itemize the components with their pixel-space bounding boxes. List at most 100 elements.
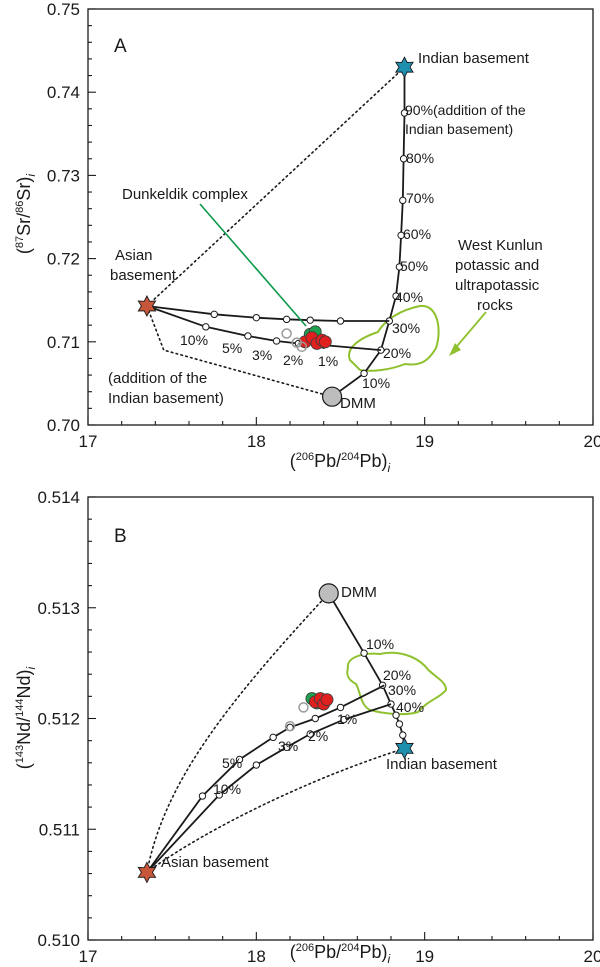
mixing-step-marker bbox=[272, 337, 281, 345]
mixing-step-marker bbox=[244, 332, 252, 340]
y-tick-label: 0.75 bbox=[47, 0, 80, 19]
panel-a-ticks bbox=[87, 8, 594, 426]
mixing-step-marker bbox=[306, 730, 314, 738]
y-tick-label: 0.511 bbox=[39, 820, 80, 839]
y-tick-label: 0.71 bbox=[47, 333, 80, 352]
x-tick-label: 20 bbox=[584, 947, 600, 966]
svg-text:(87Sr/86Sr)i: (87Sr/86Sr)i bbox=[14, 174, 38, 255]
panel-b-ticks bbox=[87, 496, 594, 941]
panel-b-label-5pct: 5% bbox=[222, 755, 242, 771]
panel-a-label-10pct-asian: 10% bbox=[180, 332, 208, 348]
panel-a-label-20pct: 20% bbox=[383, 345, 411, 361]
panel-a-label-70pct: 70% bbox=[406, 190, 434, 206]
panel-a-west-kunlun-line4: rocks bbox=[477, 297, 513, 314]
panel-a-label-indian-basement-note: Indian basement) bbox=[405, 121, 513, 137]
panel-a-west-kunlun-line3: ultrapotassic bbox=[455, 277, 540, 294]
y-tick-label: 0.513 bbox=[37, 599, 80, 618]
x-tick-label: 19 bbox=[415, 947, 434, 966]
panel-a-asian-note-line2: Indian basement) bbox=[108, 390, 224, 407]
panel-a-asian-note-line1: (addition of the bbox=[108, 370, 207, 387]
panel-a-indian-basement-label: Indian basement bbox=[418, 50, 530, 67]
panel-a-asian-label-line1: Asian bbox=[115, 247, 153, 264]
y-tick-label: 0.514 bbox=[37, 488, 80, 507]
mixing-step-marker bbox=[336, 703, 345, 712]
red-sample-point bbox=[318, 335, 332, 349]
panel-b-label-30pct: 30% bbox=[388, 682, 416, 698]
x-tick-label: 17 bbox=[79, 947, 98, 966]
panel-b-x-axis-title: (206Pb/204Pb)i bbox=[290, 942, 391, 966]
panel-b-label-20pct: 20% bbox=[383, 667, 411, 683]
indian-basement-star bbox=[394, 737, 414, 760]
panel-a-label-80pct: 80% bbox=[406, 150, 434, 166]
west-kunlun-arrow bbox=[451, 311, 487, 353]
y-tick-label: 0.510 bbox=[37, 931, 80, 950]
panel-a-label-50pct: 50% bbox=[400, 258, 428, 274]
panel-a-x-axis-title: (206Pb/204Pb)i bbox=[290, 451, 391, 475]
panel-b-label-2pct: 2% bbox=[308, 728, 328, 744]
panel-b-asian-basement-label: Asian basement bbox=[161, 854, 269, 871]
mixing-step-marker bbox=[397, 231, 405, 240]
panel-a-label-60pct: 60% bbox=[403, 226, 431, 242]
dmm-circle bbox=[321, 386, 343, 407]
panel-a-plot-frame bbox=[87, 8, 594, 426]
panel-a-label-3pct: 3% bbox=[252, 347, 272, 363]
dotted-envelope-line bbox=[146, 305, 333, 398]
panel-a-asian-label-line2: basement bbox=[110, 267, 177, 284]
open-sample-point bbox=[281, 328, 292, 339]
dotted-envelope-line bbox=[146, 66, 406, 307]
panel-a-label-90pct: 90%(addition of the bbox=[405, 102, 526, 118]
panel-a-west-kunlun-line2: potassic and bbox=[455, 257, 539, 274]
asian-basement-star bbox=[137, 295, 157, 317]
mixing-step-marker bbox=[360, 369, 368, 378]
mixing-curve bbox=[146, 684, 385, 873]
panel-a-isotope-plot: 17 18 19 20 0.70 0.71 0.72 0.73 0.74 0.75 A (87Sr… bbox=[14, 0, 600, 475]
panel-b-isotope-plot: 17 18 19 20 0.510 0.511 0.512 0.513 0.514 B (143… bbox=[14, 488, 600, 966]
panel-b-marks bbox=[137, 583, 448, 884]
mixing-step-marker bbox=[235, 755, 244, 764]
west-kunlun-arrowhead bbox=[449, 343, 461, 356]
mixing-step-marker bbox=[198, 792, 207, 800]
panel-a-letter: A bbox=[114, 36, 127, 57]
panel-a-marks bbox=[137, 56, 487, 407]
panel-a-label-5pct: 5% bbox=[222, 340, 242, 356]
y-tick-label: 0.512 bbox=[37, 710, 80, 729]
x-tick-label: 20 bbox=[584, 432, 600, 451]
dotted-envelope-line bbox=[146, 747, 406, 874]
panel-a-label-10pct-indian: 10% bbox=[362, 375, 390, 391]
panel-a-dmm-label: DMM bbox=[340, 395, 376, 412]
asian-basement-star bbox=[137, 861, 157, 884]
panel-a-tick-labels: 17 18 19 20 0.70 0.71 0.72 0.73 0.74 0.75 bbox=[47, 0, 600, 451]
mixing-step-marker bbox=[399, 731, 407, 739]
y-tick-label: 0.74 bbox=[47, 83, 80, 102]
panel-b-label-10pct-indian: 10% bbox=[366, 636, 394, 652]
mixing-step-marker bbox=[392, 292, 400, 300]
mixing-step-marker bbox=[392, 711, 400, 719]
panel-b-indian-basement-label: Indian basement bbox=[386, 756, 498, 773]
y-tick-label: 0.70 bbox=[47, 416, 80, 435]
west-kunlun-field-outline bbox=[348, 304, 440, 372]
panel-b-letter: B bbox=[114, 526, 127, 547]
mixing-step-marker bbox=[306, 316, 314, 324]
dmm-circle bbox=[318, 583, 339, 604]
y-tick-label: 0.73 bbox=[47, 166, 80, 185]
west-kunlun-field-outline bbox=[346, 651, 448, 716]
panel-a-y-axis-title: (87Sr/86Sr)i bbox=[14, 174, 38, 255]
mixing-step-marker bbox=[311, 714, 319, 723]
mixing-step-marker bbox=[399, 196, 407, 205]
mixing-step-marker bbox=[252, 313, 261, 322]
mixing-step-marker bbox=[282, 743, 291, 751]
panel-a-label-30pct: 30% bbox=[392, 320, 420, 336]
mixing-step-marker bbox=[215, 791, 224, 799]
mixing-step-marker bbox=[360, 649, 368, 657]
mixing-step-marker bbox=[399, 155, 408, 163]
mixing-step-marker bbox=[269, 733, 277, 742]
mixing-step-marker bbox=[282, 315, 291, 324]
x-tick-label: 18 bbox=[247, 432, 266, 451]
mixing-step-marker bbox=[395, 720, 404, 728]
panel-b-label-1pct: 1% bbox=[337, 711, 357, 727]
mixing-step-marker bbox=[252, 761, 261, 769]
open-sample-point bbox=[298, 702, 309, 713]
panel-b-label-40pct: 40% bbox=[396, 699, 424, 715]
dotted-envelope-line bbox=[146, 592, 330, 874]
panel-b-label-10pct-asian: 10% bbox=[213, 781, 241, 797]
